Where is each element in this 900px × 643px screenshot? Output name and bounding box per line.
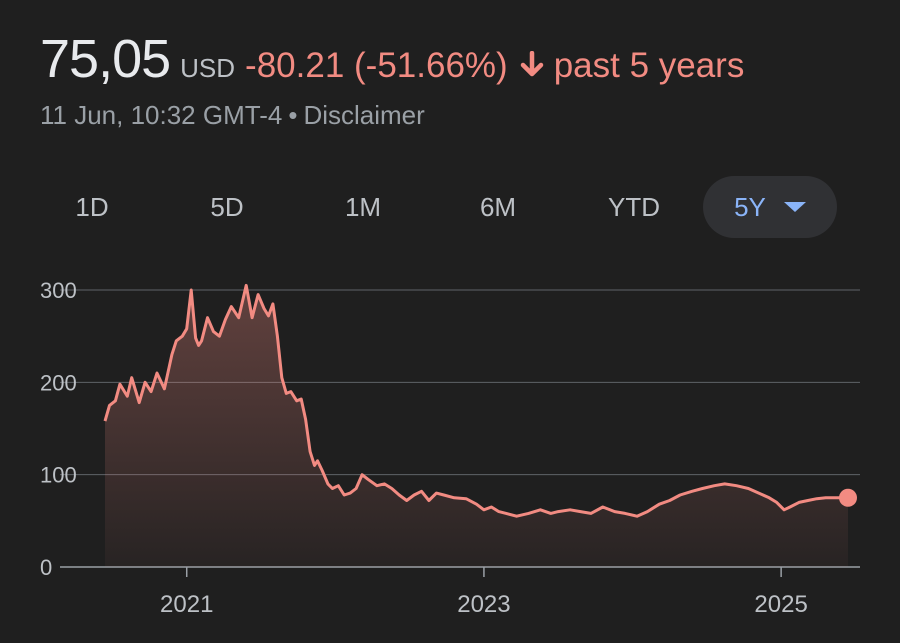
dropdown-caret-icon <box>783 202 806 213</box>
range-tabs: 1D 5D 1M 6M YTD 5Y <box>0 176 900 238</box>
tab-6m[interactable]: 6M <box>458 176 538 238</box>
tab-label: 1M <box>344 192 382 222</box>
quote-header: 75,05 USD -80.21 (-51.66%) past 5 years … <box>40 28 744 131</box>
y-tick-label: 300 <box>40 278 77 303</box>
arrow-down-icon <box>520 50 544 79</box>
disclaimer-link[interactable]: Disclaimer <box>303 100 425 130</box>
y-tick-label: 0 <box>40 555 52 580</box>
timestamp: 11 Jun, 10:32 GMT-4 <box>40 100 283 130</box>
tab-5y[interactable]: 5Y <box>703 176 837 238</box>
tab-label: 5D <box>210 192 244 222</box>
price-change: -80.21 (-51.66%) <box>245 46 508 85</box>
x-tick-label: 2023 <box>457 591 510 618</box>
tab-label: YTD <box>608 192 660 222</box>
tab-label: 5Y <box>734 192 766 222</box>
price-area <box>105 285 848 567</box>
x-tick-label: 2025 <box>754 591 807 618</box>
tab-5d[interactable]: 5D <box>187 176 267 238</box>
y-tick-label: 200 <box>40 370 77 395</box>
currency-label: USD <box>180 53 236 83</box>
y-tick-label: 100 <box>40 463 77 488</box>
tab-label: 6M <box>479 192 517 222</box>
tab-1d[interactable]: 1D <box>52 176 132 238</box>
tab-1m[interactable]: 1M <box>323 176 403 238</box>
last-price-marker <box>839 488 857 507</box>
change-period: past 5 years <box>553 46 745 85</box>
price-row: 75,05 USD -80.21 (-51.66%) past 5 years <box>40 28 744 90</box>
x-tick-label: 2021 <box>160 591 213 618</box>
tab-ytd[interactable]: YTD <box>588 176 680 238</box>
separator: • <box>288 100 298 130</box>
quote-meta: 11 Jun, 10:32 GMT-4 • Disclaimer <box>40 100 744 131</box>
price-line <box>103 283 848 518</box>
tab-label: 1D <box>75 192 109 222</box>
current-price: 75,05 <box>40 29 171 89</box>
